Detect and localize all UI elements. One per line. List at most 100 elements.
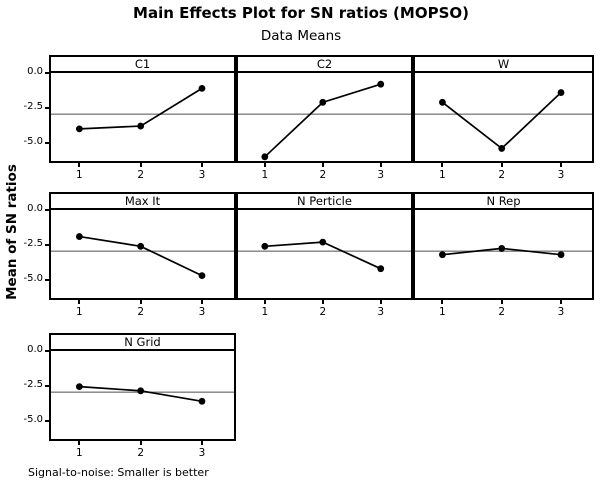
panel-plot-max-it [51,233,234,280]
panel-n-perticle: N Perticle [236,192,413,300]
factor-label: N Perticle [297,194,352,208]
chart-subtitle: Data Means [260,28,342,44]
chart-title: Main Effects Plot for SN ratios (MOPSO) [133,4,469,22]
y-tick-mark [45,72,49,74]
y-tick-label: -5.0 [23,135,43,147]
x-tick-label: 1 [439,306,446,318]
data-point [137,242,145,250]
data-point [198,272,206,280]
x-tick-mark [379,300,382,304]
y-tick-mark [45,278,49,281]
x-tick-label: 3 [198,447,206,459]
x-tick-label: 3 [557,306,565,318]
x-tick-mark [263,300,266,304]
x-tick-label: 2 [319,169,327,181]
x-tick-label: 1 [261,306,269,318]
y-tick-mark [45,106,49,109]
y-tick-label: -2.5 [23,100,43,112]
x-tick-label: 3 [198,306,206,318]
panel-c1: C1 [49,55,236,163]
x-tick-label: 2 [137,306,145,318]
x-tick-mark [500,163,503,167]
panel-header-max-it: Max It [51,194,234,210]
y-tick-label: 0.0 [27,344,43,355]
x-tick-label: 2 [137,169,145,181]
panel-plot-c2 [238,80,411,161]
x-tick-label: 3 [198,169,206,181]
factor-label: N Grid [124,335,161,349]
panel-header-n-rep: N Rep [415,194,592,210]
y-tick-mark [45,209,49,211]
x-tick-mark [263,163,266,167]
panel-plot-c1 [51,84,234,133]
data-point [498,245,506,252]
x-tick-mark [201,163,203,167]
x-tick-mark [139,300,142,304]
effects-line [264,241,382,270]
factor-label: Max It [124,194,161,208]
panel-plot-n-rep [415,245,592,259]
x-tick-label: 2 [319,306,327,318]
x-tick-label: 3 [557,169,565,181]
panel-n-grid: N Grid [49,333,236,441]
panel-header-w: W [415,57,592,73]
data-point [319,238,327,246]
data-point [137,122,145,130]
y-tick-mark [45,141,49,144]
y-tick-mark [45,384,49,387]
data-point [557,89,565,96]
y-tick-label: -5.0 [23,413,43,425]
x-tick-label: 2 [498,306,506,318]
factor-label: W [497,57,510,71]
y-tick-mark [45,350,49,352]
y-tick-mark [45,243,49,246]
data-point [261,153,269,161]
factor-label: C2 [316,57,333,71]
x-tick-mark [78,441,81,445]
x-tick-mark [560,300,562,304]
panel-max-it: Max It [49,192,236,300]
panel-header-n-perticle: N Perticle [238,194,411,210]
x-tick-label: 3 [377,169,385,181]
factor-label: N Rep [486,194,521,208]
panel-w: W [413,55,594,163]
x-tick-mark [379,163,382,167]
panel-plot-n-grid [51,383,234,405]
y-tick-label: -2.5 [23,378,43,390]
x-tick-mark [321,163,324,167]
data-point [261,242,269,250]
data-point [439,251,446,259]
x-tick-mark [201,441,203,445]
panel-header-n-grid: N Grid [51,335,234,351]
signal-to-noise-footnote: Signal-to-noise: Smaller is better [28,466,209,479]
y-tick-label: 0.0 [27,203,43,214]
panel-plot-w [415,89,592,152]
x-tick-mark [78,300,81,304]
data-point [137,387,145,395]
panel-c2: C2 [236,55,413,163]
factor-label: C1 [134,57,151,71]
x-tick-label: 1 [76,447,83,459]
panel-plot-n-perticle [238,238,411,273]
x-tick-mark [441,163,444,167]
y-tick-label: 0.0 [27,66,43,77]
data-point [198,397,206,405]
data-point [75,125,83,133]
data-point [75,233,83,240]
data-point [439,98,446,106]
x-tick-mark [441,300,444,304]
x-tick-mark [321,300,324,304]
x-tick-mark [78,163,81,167]
x-tick-mark [139,441,142,445]
x-tick-mark [560,163,562,167]
x-tick-label: 1 [76,169,83,181]
data-point [557,251,565,259]
x-tick-label: 3 [377,306,385,318]
x-tick-label: 2 [498,169,506,181]
panel-header-c2: C2 [238,57,411,73]
data-point [377,80,385,88]
panel-n-rep: N Rep [413,192,594,300]
effects-line [441,91,562,150]
data-point [498,145,506,152]
